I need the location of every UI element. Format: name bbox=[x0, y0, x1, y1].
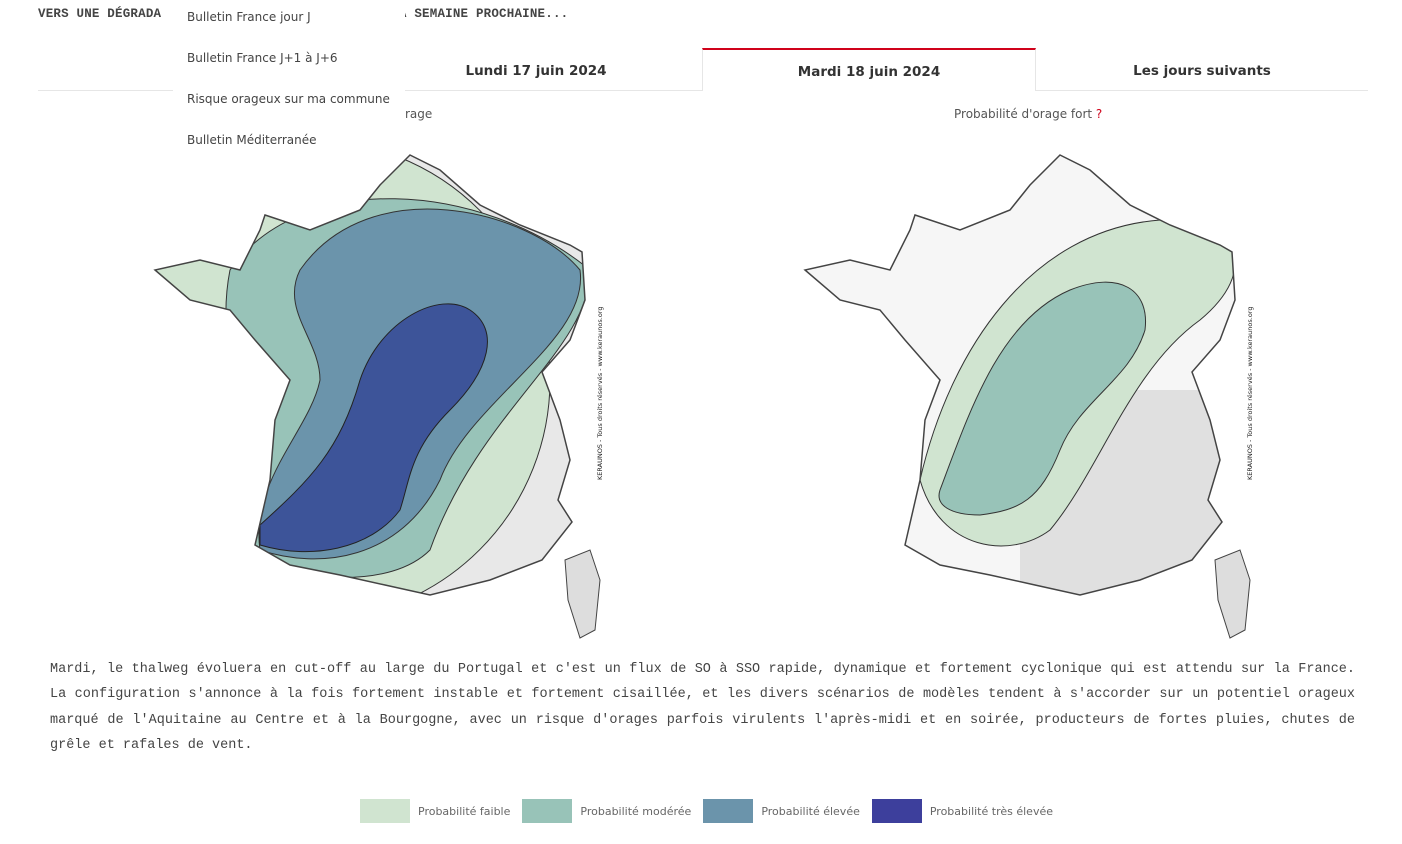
legend-item-tres-elevee: Probabilité très élevée bbox=[871, 799, 1053, 823]
legend-item-moderee: Probabilité modérée bbox=[522, 799, 691, 823]
legend-label: Probabilité très élevée bbox=[929, 804, 1053, 818]
menu-item-bulletin-jour-j[interactable]: Bulletin France jour J bbox=[187, 10, 311, 24]
legend-swatch bbox=[522, 799, 573, 823]
right-risk-map: KERAUNOS - Tous droits réservés - www.ke… bbox=[804, 154, 1254, 639]
corsica bbox=[564, 549, 601, 639]
forecast-description: Mardi, le thalweg évoluera en cut-off au… bbox=[50, 662, 1355, 753]
watermark: KERAUNOS - Tous droits réservés - www.ke… bbox=[1246, 307, 1254, 481]
tab-mardi[interactable]: Mardi 18 juin 2024 bbox=[702, 48, 1036, 91]
legend-label: Probabilité faible bbox=[418, 804, 511, 818]
legend-label: Probabilité élevée bbox=[761, 804, 860, 818]
legend-item-elevee: Probabilité élevée bbox=[703, 799, 860, 823]
corsica bbox=[1214, 549, 1251, 639]
tab-lundi[interactable]: Lundi 17 juin 2024 bbox=[465, 63, 607, 79]
help-icon[interactable]: ? bbox=[1095, 107, 1103, 121]
left-risk-map: KERAUNOS - Tous droits réservés - www.ke… bbox=[154, 154, 604, 639]
headline: VERS UNE DÉGRADA LA SEMAINE PROCHAINE... bbox=[38, 7, 569, 21]
tab-jours-suivants[interactable]: Les jours suivants bbox=[1133, 63, 1271, 79]
right-map-title: Probabilité d'orage fort ? bbox=[954, 107, 1103, 121]
legend-swatch bbox=[703, 799, 754, 823]
legend-swatch bbox=[871, 799, 922, 823]
dropdown-menu: Bulletin France jour J Bulletin France J… bbox=[173, 0, 405, 158]
legend-label: Probabilité modérée bbox=[580, 804, 692, 818]
menu-item-bulletin-mediterranee[interactable]: Bulletin Méditerranée bbox=[187, 133, 317, 147]
left-map-title: rage bbox=[405, 107, 433, 121]
legend-item-faible: Probabilité faible bbox=[360, 799, 510, 823]
menu-item-risque-commune[interactable]: Risque orageux sur ma commune bbox=[187, 92, 390, 106]
watermark: KERAUNOS - Tous droits réservés - www.ke… bbox=[596, 307, 604, 481]
legend-swatch bbox=[360, 799, 410, 823]
legend: Probabilité faible Probabilité modérée P… bbox=[360, 799, 1065, 823]
menu-item-bulletin-j1-j6[interactable]: Bulletin France J+1 à J+6 bbox=[187, 51, 338, 65]
